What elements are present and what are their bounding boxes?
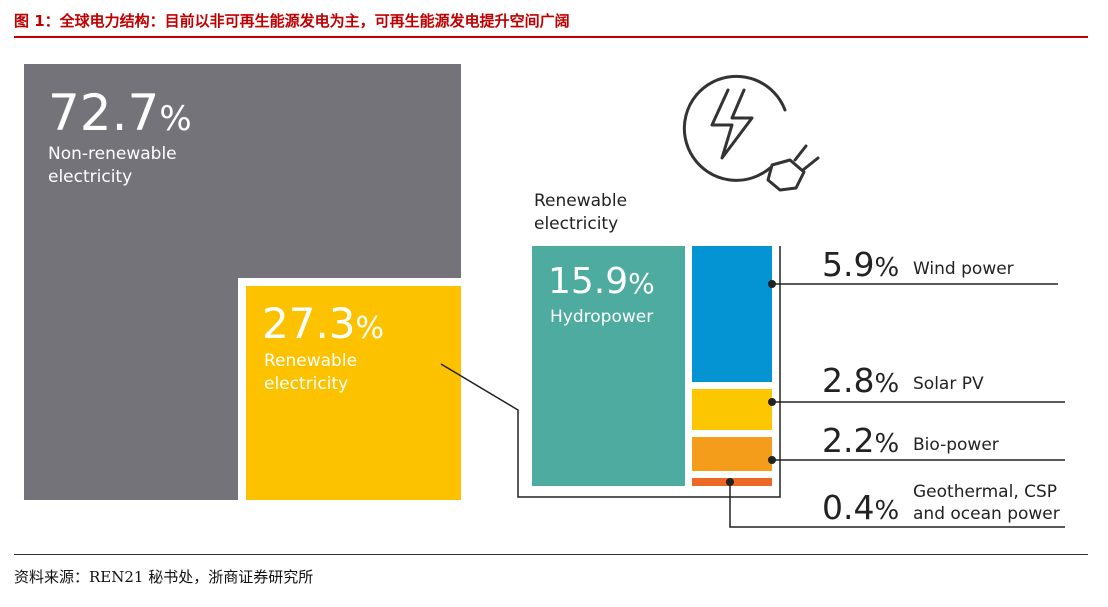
bio-value-label: 2.2% [822, 421, 899, 460]
hydropower-label: Hydropower [550, 307, 653, 327]
wind-power-block [692, 246, 772, 382]
wind-leader-dot [768, 280, 776, 288]
geo-leader-dot [726, 478, 734, 486]
bottom-rule [14, 554, 1088, 555]
nonrenewable-value-label: 72.7% [48, 84, 192, 142]
geo-value-label: 0.4% [822, 488, 899, 527]
nonrenewable-block [24, 64, 461, 500]
top-rule [14, 36, 1088, 38]
renewable-label-line2: electricity [264, 374, 348, 394]
renewable-block [246, 286, 461, 500]
hydropower-value-label: 15.9% [548, 261, 655, 302]
solar-label: Solar PV [913, 374, 984, 394]
connector-line [440, 246, 781, 498]
geo-label-line2: and ocean power [913, 504, 1060, 524]
solar-pv-block [692, 389, 772, 430]
renewable-label-line1: Renewable [264, 351, 357, 371]
bio-leader-dot [768, 456, 776, 464]
wind-label: Wind power [913, 259, 1014, 279]
geo-leader-line [729, 482, 1065, 528]
nonrenewable-label-line1: Non-renewable [48, 144, 177, 164]
hydropower-block [532, 246, 685, 486]
geo-label-line1: Geothermal, CSP [913, 482, 1057, 502]
renewable-value-label: 27.3% [262, 299, 384, 348]
renewable-group-label-line1: Renewable [534, 191, 627, 211]
source-note: 资料来源：REN21 秘书处，浙商证券研究所 [14, 568, 314, 586]
bio-label: Bio-power [913, 435, 999, 455]
solar-leader-dot [768, 398, 776, 406]
nonrenewable-label-line2: electricity [48, 167, 132, 187]
wind-value-label: 5.9% [822, 245, 899, 284]
electric-plug-icon [682, 74, 820, 192]
solar-value-label: 2.8% [822, 361, 899, 400]
renewable-group-label-line2: electricity [534, 214, 618, 234]
figure-title: 图 1：全球电力结构：目前以非可再生能源发电为主，可再生能源发电提升空间广阔 [14, 12, 570, 30]
bio-power-block [692, 437, 772, 471]
